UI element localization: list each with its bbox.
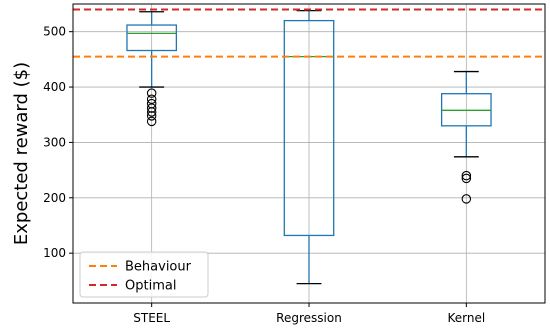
box-steel [126,11,178,127]
axes: 100 200 300 400 500 STEEL Regression Kernel [43,3,546,325]
outlier-point [146,88,157,98]
legend: Behaviour Optimal [79,251,209,298]
y-tick-label: 400 [43,80,66,94]
iqr-box [283,19,335,237]
reference-lines [73,8,545,58]
legend-label-optimal: Optimal [125,279,176,294]
outlier-point [146,116,157,127]
x-tick-label: Regression [276,311,342,325]
legend-label-behaviour: Behaviour [125,260,192,275]
boxes [126,9,492,285]
outlier-point [146,107,157,117]
iqr-box [126,24,178,52]
x-tick-label: STEEL [133,311,170,325]
outlier-point [146,111,157,121]
outlier-point [146,103,157,113]
y-tick-label: 200 [43,191,66,205]
outlier-point [461,194,472,204]
outlier-point [461,173,472,184]
outlier-point [461,170,472,181]
y-tick-label: 100 [43,246,66,260]
y-tick-label: 300 [43,135,66,149]
y-axis-label: Expected reward ($) [11,62,32,245]
x-tick-label: Kernel [447,311,485,325]
box-kernel [440,70,492,204]
y-tick-label: 500 [43,25,66,39]
